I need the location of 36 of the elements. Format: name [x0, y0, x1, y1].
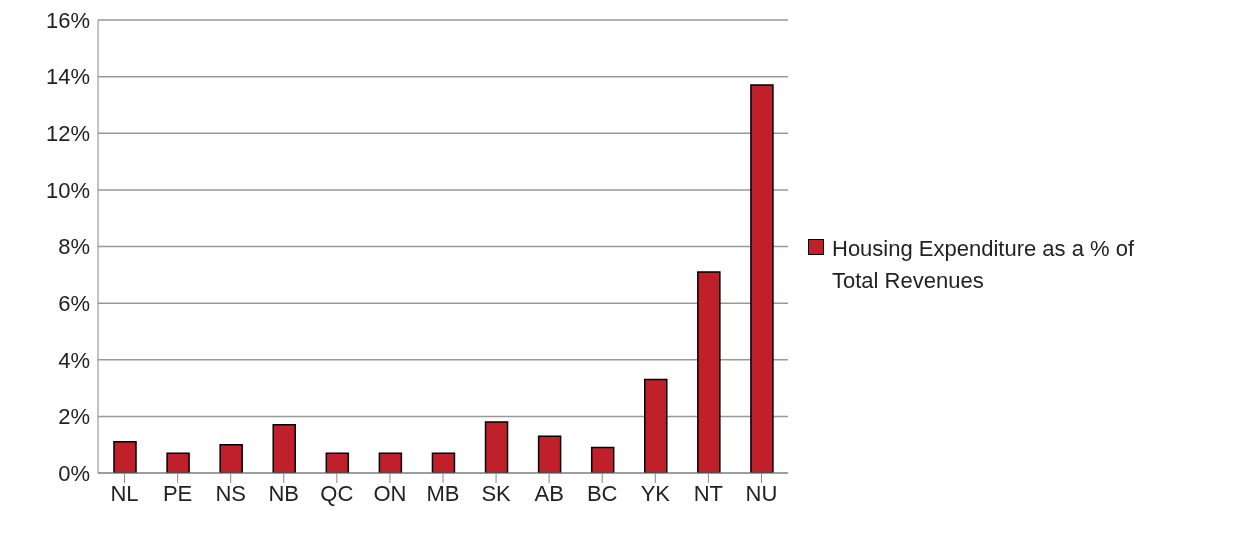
x-tick-label: SK [481, 480, 512, 506]
bar [166, 452, 190, 473]
y-tick-label: 10% [45, 177, 90, 203]
bar [590, 446, 615, 473]
bar [325, 452, 350, 473]
y-tick-label: 6% [58, 290, 90, 316]
bar [697, 271, 721, 473]
x-tick-label: QC [320, 480, 354, 506]
y-tick-label: 4% [58, 347, 90, 373]
x-tick-label: AB [534, 480, 564, 506]
x-tick-label: NS [215, 480, 246, 506]
y-tick-label: 8% [58, 234, 90, 260]
y-tick-label: 0% [58, 460, 90, 486]
bar [272, 424, 296, 473]
y-tick-label: 12% [45, 121, 90, 147]
x-tick-label: MB [426, 480, 460, 506]
y-tick-label: 16% [45, 7, 90, 33]
x-tick-label: NT [693, 480, 724, 506]
x-tick-label: PE [162, 480, 193, 506]
bar [537, 435, 562, 473]
bar [113, 441, 137, 473]
bar [431, 452, 456, 473]
x-tick-label: NU [745, 480, 778, 506]
y-tick-label: 2% [58, 404, 90, 430]
bar [219, 443, 243, 473]
x-tick-label: BC [586, 480, 618, 506]
x-tick-label: NL [110, 480, 139, 506]
bar [484, 421, 509, 473]
legend-label: Housing Expenditure as a % of Total Revenues [832, 235, 1136, 295]
bar [378, 452, 403, 473]
bar [644, 378, 668, 473]
x-tick-label: NB [268, 480, 300, 506]
x-tick-label: ON [373, 480, 407, 506]
bar [750, 84, 774, 473]
y-tick-label: 14% [45, 64, 90, 90]
x-tick-label: YK [640, 480, 671, 506]
